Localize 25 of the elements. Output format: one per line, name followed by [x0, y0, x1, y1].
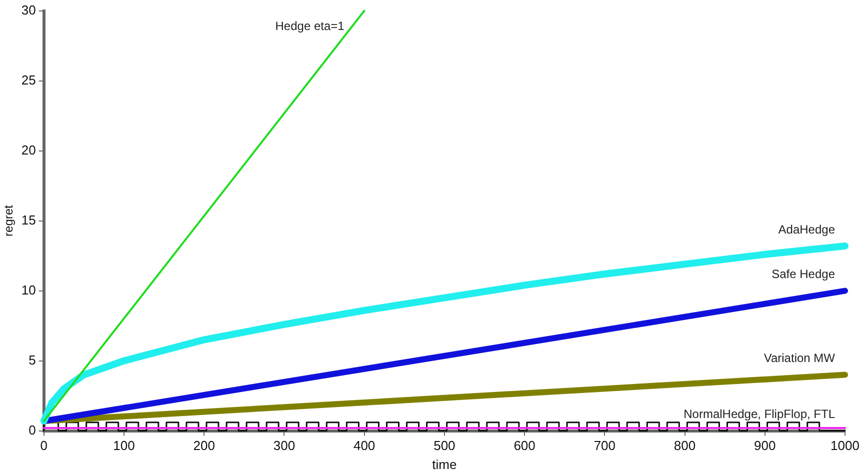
y-tick-label: 10: [21, 282, 36, 298]
y-axis-title: regret: [2, 204, 16, 236]
y-tick-label: 25: [21, 72, 36, 88]
series-label: Hedge eta=1: [275, 19, 345, 34]
x-tick-label: 900: [754, 438, 776, 454]
series-label: NormalHedge, FlipFlop, FTL: [684, 407, 836, 422]
y-tick-label: 0: [28, 422, 36, 438]
series-label: Safe Hedge: [772, 267, 836, 282]
x-tick-label: 300: [273, 438, 296, 454]
x-tick-label: 200: [193, 438, 215, 454]
series-label: AdaHedge: [778, 222, 836, 236]
x-tick-label: 1000: [830, 438, 860, 454]
x-tick-label: 800: [674, 438, 696, 454]
x-tick-label: 400: [353, 438, 376, 454]
x-tick-label: 500: [434, 438, 456, 454]
x-axis-title: time: [432, 456, 457, 472]
y-tick-label: 15: [21, 212, 36, 228]
y-tick-label: 5: [28, 352, 36, 368]
series-label: Variation MW: [764, 351, 836, 366]
x-tick-label: 700: [594, 438, 616, 454]
x-tick-label: 0: [40, 438, 48, 454]
x-tick-label: 100: [113, 438, 135, 454]
x-tick-label: 600: [514, 438, 536, 454]
y-tick-label: 30: [21, 2, 36, 18]
y-tick-label: 20: [21, 142, 36, 158]
